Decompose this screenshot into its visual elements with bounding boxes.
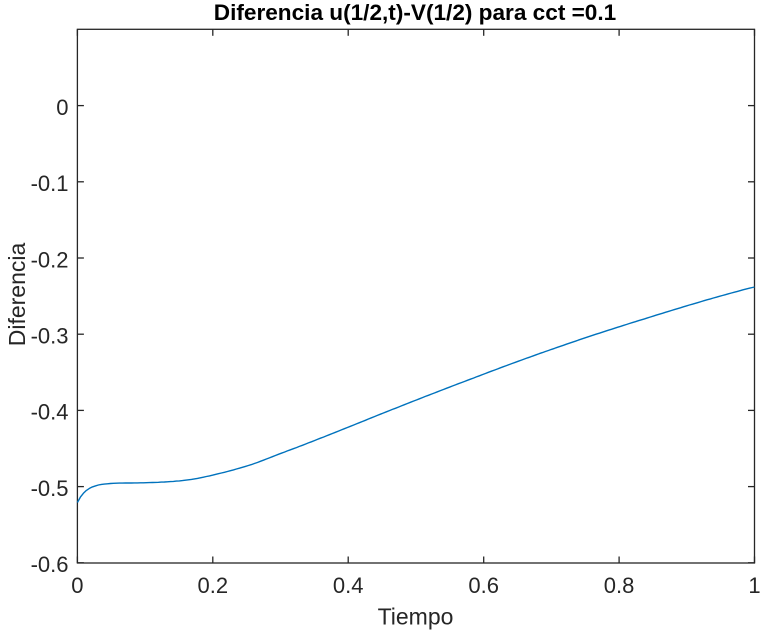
svg-text:0.6: 0.6	[468, 573, 499, 598]
svg-text:-0.3: -0.3	[31, 324, 69, 349]
svg-text:Diferencia u(1/2,t)-V(1/2) par: Diferencia u(1/2,t)-V(1/2) para cct =0.1	[214, 0, 616, 25]
svg-text:1: 1	[748, 573, 760, 598]
svg-text:-0.1: -0.1	[31, 171, 69, 196]
svg-text:-0.2: -0.2	[31, 247, 69, 272]
svg-text:-0.4: -0.4	[31, 400, 69, 425]
svg-text:Diferencia: Diferencia	[4, 243, 30, 347]
svg-text:0: 0	[71, 573, 83, 598]
svg-text:Tiempo: Tiempo	[378, 604, 454, 630]
svg-text:0: 0	[56, 95, 68, 120]
svg-text:-0.5: -0.5	[31, 476, 69, 501]
svg-text:-0.6: -0.6	[31, 552, 69, 577]
svg-text:0.8: 0.8	[604, 573, 635, 598]
svg-text:0.2: 0.2	[198, 573, 229, 598]
svg-text:0.4: 0.4	[333, 573, 364, 598]
